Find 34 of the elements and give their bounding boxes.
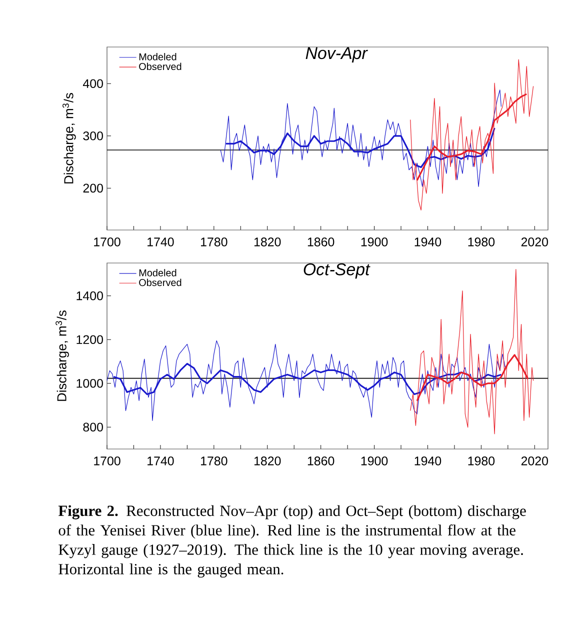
x-tick-label: 1700 <box>94 238 120 246</box>
x-tick-label: 1860 <box>308 456 334 466</box>
x-tick-label: 1740 <box>148 456 174 466</box>
y-tick-label: 1400 <box>76 291 103 300</box>
x-tick-label: 1780 <box>201 456 228 466</box>
x-tick-label: 1820 <box>254 456 281 466</box>
y-axis-title: Discharge, m$^{3}$/s <box>56 310 69 401</box>
legend-label: Observed <box>139 278 182 286</box>
x-tick-label: 1820 <box>254 238 281 246</box>
y-tick-label: 400 <box>82 79 103 88</box>
x-tick-label: 2020 <box>521 238 548 246</box>
legend-label: Observed <box>139 62 182 70</box>
x-tick-label: 1940 <box>414 456 442 466</box>
y-tick-label: 1000 <box>76 378 103 388</box>
legend-label: Modeled <box>139 269 176 276</box>
y-tick-label: 300 <box>83 131 103 140</box>
x-tick-label: 1740 <box>148 238 174 246</box>
y-axis-title: Discharge, m$^{3}$/s <box>62 93 76 184</box>
x-tick-label: 1780 <box>201 238 228 246</box>
y-tick-label: 200 <box>83 184 103 193</box>
x-tick-label: 1980 <box>468 238 495 246</box>
chart-title: Nov-Apr <box>306 47 368 62</box>
text: Figure 2. Reconstructed Nov–Apr (top) and Oct–Sept (bottom) discharge of the Yenisei River (blue line). Red line is the instrumental flow at the Kyzyl gauge (1927–2019). The thick line is the 10 year moving average. Horizontal line is the gauged mean. <box>58 505 526 578</box>
x-tick-label: 1700 <box>94 456 120 466</box>
x-tick-label: 1980 <box>468 456 495 466</box>
chart-title: Oct-Sept <box>304 263 370 279</box>
legend-label: Modeled <box>139 53 176 60</box>
x-tick-label: 1900 <box>361 456 388 466</box>
x-tick-label: 1860 <box>308 238 334 246</box>
x-tick-label: 2020 <box>521 456 548 466</box>
y-tick-label: 1200 <box>76 335 103 344</box>
y-tick-label: 800 <box>83 422 103 432</box>
x-tick-label: 1940 <box>414 238 442 246</box>
x-tick-label: 1900 <box>361 238 388 246</box>
